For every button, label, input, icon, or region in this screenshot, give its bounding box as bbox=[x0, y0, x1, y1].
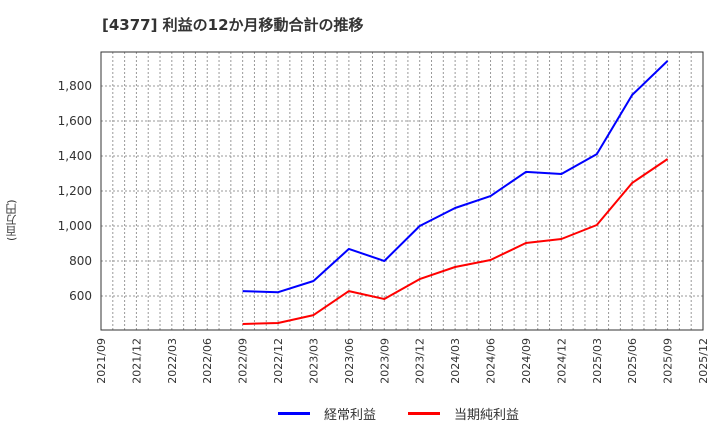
y-tick-label: 1,400 bbox=[58, 149, 92, 163]
x-tick-label: 2021/12 bbox=[130, 338, 143, 384]
y-axis-ticks: 600 800 1,000 1,200 1,400 1,600 1,800 bbox=[58, 79, 92, 303]
x-tick-label: 2025/09 bbox=[662, 338, 675, 384]
y-tick-label: 1,000 bbox=[58, 219, 92, 233]
series-line bbox=[242, 158, 669, 325]
legend-swatch-red bbox=[408, 412, 440, 415]
x-tick-label: 2022/09 bbox=[237, 338, 250, 384]
y-tick-label: 1,200 bbox=[58, 184, 92, 198]
x-tick-label: 2024/06 bbox=[485, 338, 498, 384]
legend-item-ordinary-profit: 経常利益 bbox=[278, 404, 376, 423]
y-tick-label: 800 bbox=[69, 254, 92, 268]
legend: 経常利益 当期純利益 bbox=[0, 404, 720, 428]
x-tick-label: 2023/06 bbox=[343, 338, 356, 384]
x-tick-label: 2025/06 bbox=[626, 338, 639, 384]
legend-item-net-income: 当期純利益 bbox=[408, 404, 519, 423]
x-axis-ticks: 2021/09 2021/12 2022/03 2022/06 2022/09 2022/… bbox=[95, 338, 710, 384]
series-line bbox=[242, 60, 669, 294]
x-tick-label: 2022/06 bbox=[201, 338, 214, 384]
x-tick-label: 2025/03 bbox=[591, 338, 604, 384]
x-tick-label: 2022/12 bbox=[272, 338, 285, 384]
x-tick-label: 2023/03 bbox=[307, 338, 320, 384]
y-tick-label: 600 bbox=[69, 289, 92, 303]
chart-title: [4377] 利益の12か月移動合計の推移 bbox=[102, 16, 364, 34]
legend-swatch-blue bbox=[278, 412, 310, 415]
legend-label: 当期純利益 bbox=[454, 408, 520, 423]
x-tick-label: 2025/12 bbox=[697, 338, 710, 384]
plot-frame bbox=[100, 51, 704, 331]
y-tick-label: 1,600 bbox=[58, 114, 92, 128]
data-series bbox=[242, 60, 669, 325]
x-tick-label: 2023/12 bbox=[414, 338, 427, 384]
x-tick-label: 2023/09 bbox=[378, 338, 391, 384]
grid-lines bbox=[101, 52, 703, 330]
x-tick-label: 2024/03 bbox=[449, 338, 462, 384]
x-tick-label: 2024/09 bbox=[520, 338, 533, 384]
x-tick-label: 2021/09 bbox=[95, 338, 108, 384]
x-tick-label: 2022/03 bbox=[166, 338, 179, 384]
y-tick-label: 1,800 bbox=[58, 79, 92, 93]
legend-label: 経常利益 bbox=[324, 408, 377, 423]
x-tick-label: 2024/12 bbox=[555, 338, 568, 384]
